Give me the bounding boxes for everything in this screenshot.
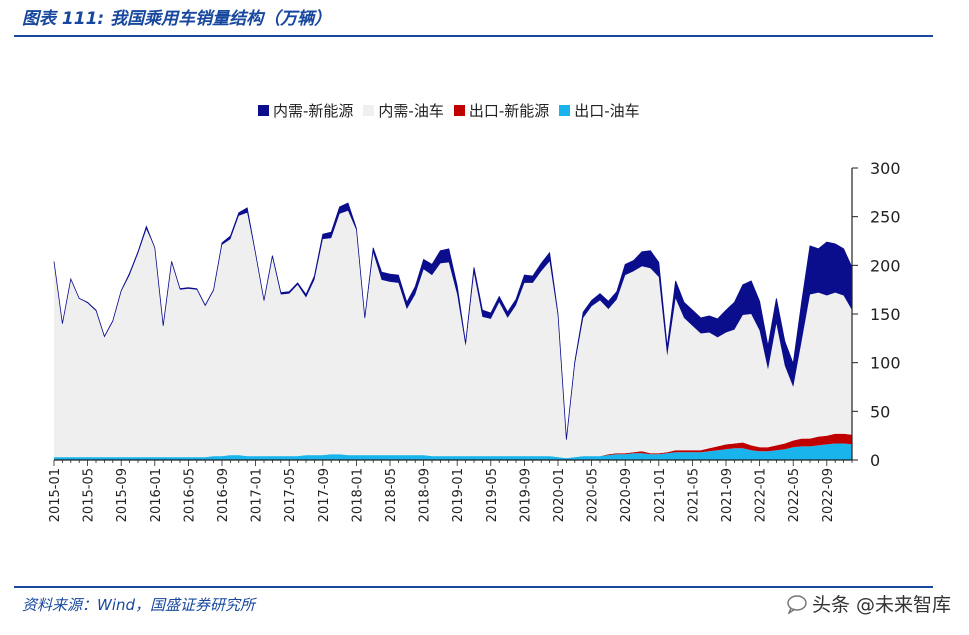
chart-title: 图表 111: 我国乘用车销量结构（万辆） [22, 9, 332, 29]
x-tick-label-10: 2018-05 [384, 468, 399, 522]
legend-item-0: 出口-油车 [559, 100, 640, 121]
legend-item-3: 内需-新能源 [258, 100, 353, 121]
x-tick-label-1: 2015-05 [82, 468, 97, 522]
series-area-3 [54, 203, 852, 441]
legend-item-1: 出口-新能源 [453, 100, 550, 121]
series-area-0 [54, 443, 852, 460]
x-tick-label-9: 2018-01 [350, 468, 365, 522]
y-tick-label-4: 200 [870, 256, 901, 275]
legend-label: 内需-油车 [378, 102, 444, 120]
y-tick-label-5: 250 [870, 208, 901, 227]
x-tick-label-5: 2016-09 [216, 468, 231, 522]
legend-swatch [363, 105, 375, 116]
x-tick-label-22: 2022-05 [787, 468, 802, 522]
x-tick-label-13: 2019-05 [485, 468, 500, 522]
source-note: 资料来源：Wind，国盛证券研究所 [22, 596, 256, 614]
x-tick-label-20: 2021-09 [720, 468, 735, 522]
x-tick-label-23: 2022-09 [821, 468, 836, 522]
x-tick-label-21: 2022-01 [754, 468, 769, 522]
y-tick-label-1: 50 [870, 402, 890, 421]
source-rule [14, 586, 933, 588]
x-tick-label-2: 2015-09 [115, 468, 130, 522]
x-tick-label-16: 2020-05 [586, 468, 601, 522]
series-area-2 [54, 210, 852, 459]
x-tick-label-3: 2016-01 [149, 468, 164, 522]
legend-swatch [453, 105, 465, 116]
x-tick-label-11: 2018-09 [418, 468, 433, 522]
x-tick-label-8: 2017-09 [317, 468, 332, 522]
x-tick-label-18: 2021-01 [653, 468, 668, 522]
y-tick-label-0: 0 [870, 451, 880, 470]
stacked-area-chart: 0 50 100 150 200 250 300 2015-01 2015-05 2015-09 2… [48, 159, 901, 522]
legend-swatch [258, 105, 269, 116]
x-tick-label-15: 2020-01 [552, 468, 567, 522]
y-tick-label-2: 100 [870, 354, 901, 373]
chart-legend: 内需-新能源 内需-油车 出口-新能源 出口-油车 [258, 100, 640, 121]
legend-label: 出口-新能源 [468, 102, 550, 120]
watermark-text: 头条 @未来智库 [811, 594, 951, 616]
x-tick-label-17: 2020-09 [619, 468, 634, 522]
x-tick-label-0: 2015-01 [48, 468, 63, 522]
x-tick-label-14: 2019-09 [518, 468, 533, 522]
legend-swatch [559, 105, 571, 116]
chat-bubble-icon [787, 594, 807, 614]
y-tick-label-3: 150 [870, 305, 901, 324]
title-rule [14, 35, 933, 37]
x-tick-label-4: 2016-05 [182, 468, 197, 522]
legend-label: 内需-新能源 [273, 102, 354, 120]
y-tick-label-6: 300 [870, 159, 901, 178]
watermark: 头条 @未来智库 [786, 590, 951, 617]
legend-label: 出口-油车 [574, 102, 640, 120]
x-tick-label-12: 2019-01 [451, 468, 466, 522]
x-tick-label-7: 2017-05 [283, 468, 298, 522]
x-tick-label-19: 2021-05 [686, 468, 701, 522]
legend-item-2: 内需-油车 [363, 100, 444, 121]
total-outline [53, 202, 853, 440]
x-tick-label-6: 2017-01 [250, 468, 265, 522]
